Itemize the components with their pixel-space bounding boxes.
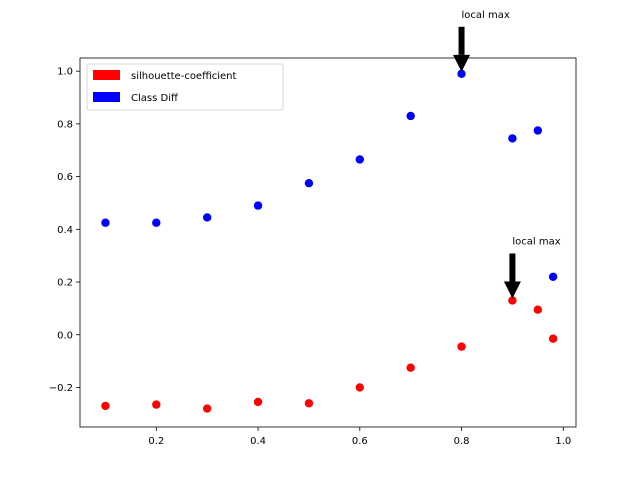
- data-point-series-0: [202, 404, 212, 413]
- annotation-arrow-head: [453, 54, 471, 72]
- x-tick-label: 1.0: [555, 436, 571, 447]
- y-tick-label: −0.2: [49, 383, 73, 394]
- x-tick-label: 0.2: [148, 436, 164, 447]
- y-tick-label: 0.2: [57, 278, 73, 289]
- data-point-series-0: [304, 399, 314, 408]
- x-tick-label: 0.4: [250, 436, 266, 447]
- data-point-series-0: [355, 383, 364, 392]
- data-point-series-1: [101, 218, 110, 227]
- annotation-text: local max: [462, 10, 510, 21]
- y-tick-label: 0.6: [57, 172, 73, 183]
- legend-box: [86, 63, 284, 111]
- y-tick-label: 0.8: [57, 119, 73, 130]
- annotation-arrow-shaft: [509, 253, 516, 282]
- data-point-series-0: [152, 400, 161, 409]
- data-point-series-0: [253, 397, 263, 407]
- data-point-series-1: [457, 69, 466, 79]
- axes-frame: [79, 57, 577, 428]
- legend-swatch: [93, 70, 120, 80]
- data-point-series-0: [548, 334, 558, 343]
- x-tick-label: 0.8: [454, 436, 470, 447]
- data-point-series-1: [548, 272, 558, 281]
- data-point-series-0: [101, 401, 110, 411]
- legend-label: Class Diff: [131, 93, 179, 104]
- data-point-series-1: [152, 218, 161, 227]
- y-tick-label: 0.4: [57, 225, 73, 236]
- data-point-series-0: [533, 305, 543, 314]
- data-point-series-1: [355, 155, 364, 164]
- data-point-series-1: [304, 178, 314, 188]
- legend-label: silhouette-coefficient: [131, 71, 237, 82]
- data-point-series-0: [406, 363, 415, 372]
- plot-area: 0.2 0.4 0.6 0.8 1.0 −0.2 0.0 0.2 0.4 0.6 0.8 1.0 loc…: [49, 10, 577, 447]
- annotation-text: local max: [512, 236, 560, 247]
- data-point-series-1: [202, 213, 212, 222]
- annotation-arrow-shaft: [458, 26, 465, 55]
- data-point-series-1: [406, 111, 415, 121]
- y-tick-label: 0.0: [57, 330, 73, 341]
- data-point-series-0: [457, 342, 466, 351]
- data-point-series-1: [533, 126, 543, 135]
- data-point-series-1: [508, 134, 517, 143]
- y-tick-label: 1.0: [57, 67, 73, 78]
- annotation-arrow-head: [503, 281, 521, 299]
- data-point-series-1: [253, 201, 263, 210]
- data-point-series-0: [508, 296, 517, 305]
- legend-swatch: [93, 92, 120, 102]
- x-tick-label: 0.6: [352, 436, 368, 447]
